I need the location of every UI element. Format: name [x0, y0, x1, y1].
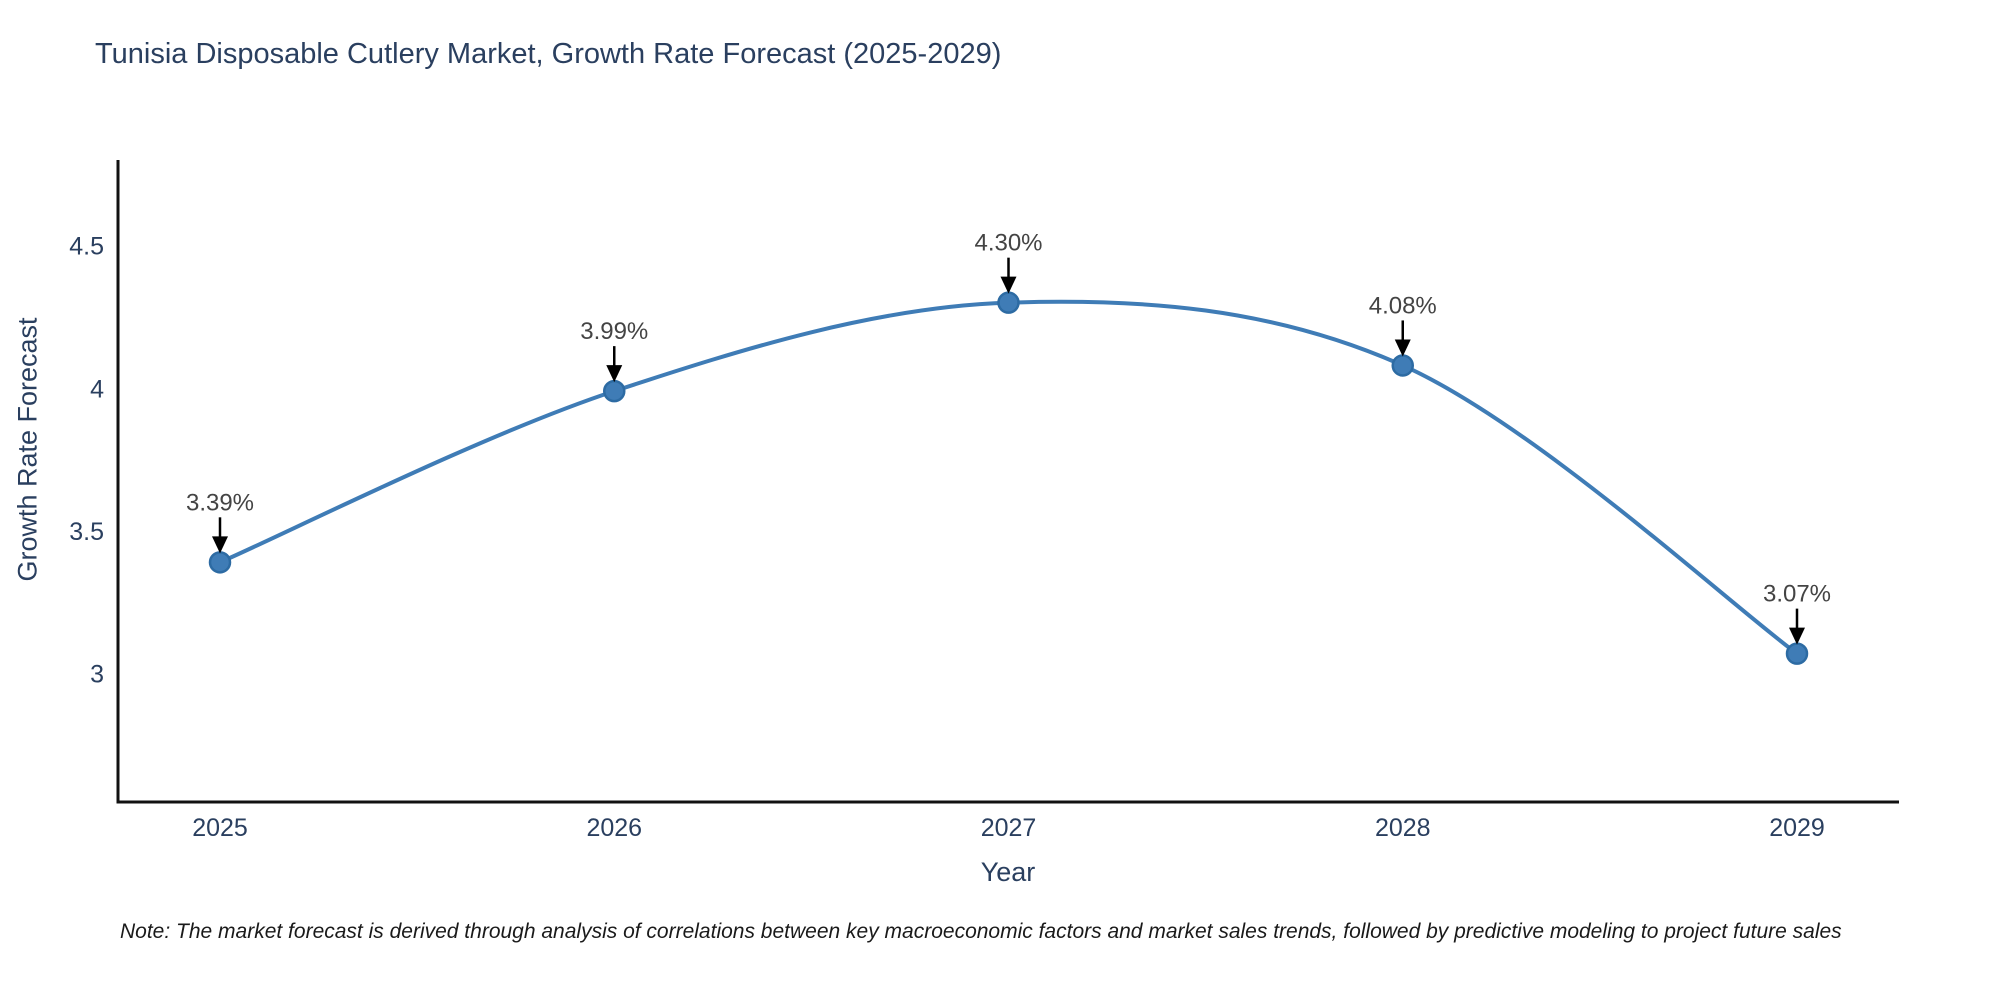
annotation-arrowhead: [1394, 339, 1411, 357]
x-tick-label: 2029: [1769, 814, 1825, 842]
x-tick-label: 2028: [1375, 814, 1431, 842]
point-value-label: 3.99%: [580, 318, 648, 345]
annotation-arrowhead: [1000, 276, 1017, 294]
y-tick-label: 3.5: [69, 518, 104, 546]
point-value-label: 3.07%: [1763, 581, 1831, 608]
y-tick-label: 4.5: [69, 233, 104, 261]
data-point-marker: [1391, 354, 1414, 377]
y-tick-label: 4: [90, 375, 104, 403]
y-axis-title: Growth Rate Forecast: [12, 317, 43, 582]
data-point-marker: [208, 551, 232, 574]
x-tick-label: 2027: [981, 814, 1037, 842]
chart-footnote: Note: The market forecast is derived thr…: [120, 920, 1842, 943]
annotation-arrowhead: [606, 365, 623, 383]
point-value-label: 4.30%: [974, 230, 1042, 257]
point-value-label: 4.08%: [1369, 292, 1437, 319]
y-tick-label: 3: [90, 661, 104, 689]
data-point-marker: [997, 291, 1020, 314]
annotation-arrowhead: [1789, 627, 1805, 645]
x-tick-label: 2026: [586, 814, 642, 842]
chart-title: Tunisia Disposable Cutlery Market, Growt…: [95, 38, 1002, 70]
data-point-marker: [603, 379, 626, 403]
annotation-arrowhead: [212, 536, 228, 554]
x-axis-title: Year: [980, 857, 1036, 887]
x-tick-label: 2025: [192, 814, 248, 842]
data-point-marker: [1785, 642, 1809, 665]
forecast-line: [218, 299, 1799, 656]
point-value-label: 3.39%: [186, 489, 254, 516]
